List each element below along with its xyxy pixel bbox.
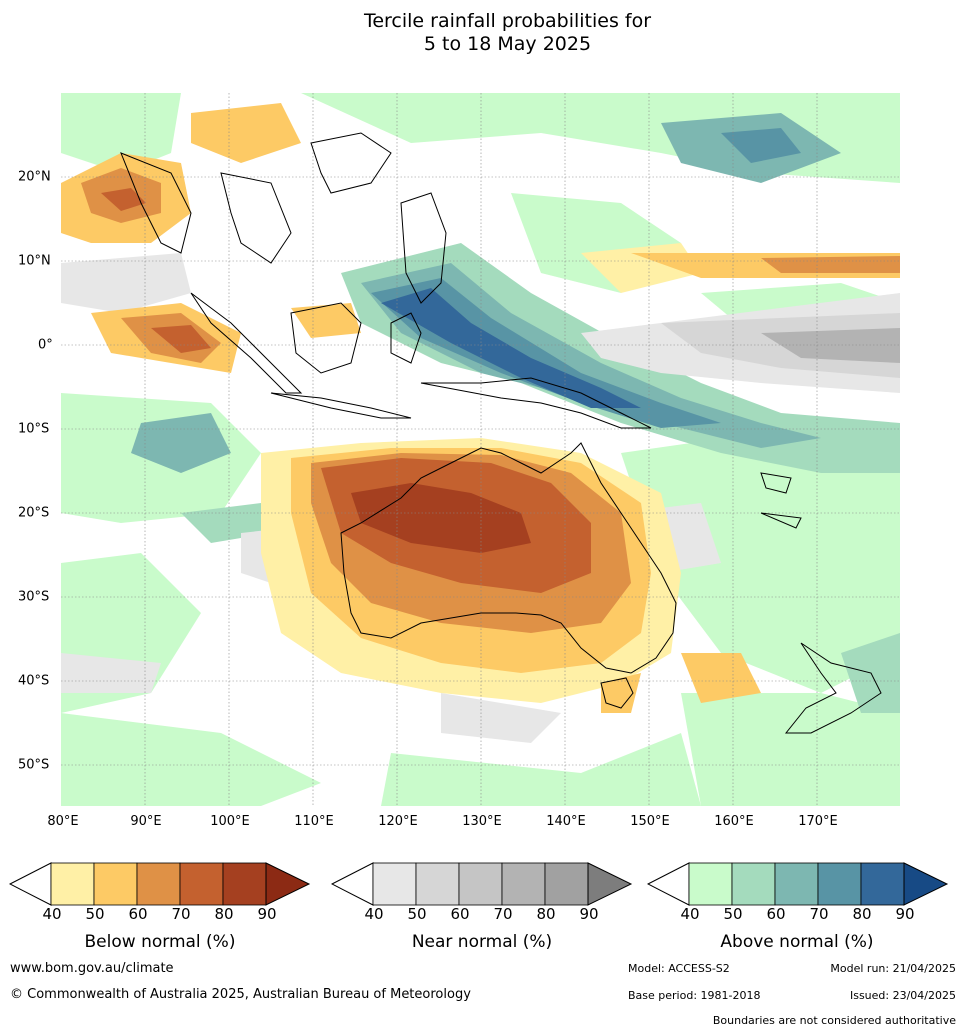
coastlines [120,132,882,734]
title-line-2: 5 to 18 May 2025 [423,33,592,55]
new-guinea-coastline [420,377,652,429]
sulawesi-coastline [390,312,422,364]
tasmania-coastline [600,677,634,709]
java-coastline [270,392,412,419]
indochina-coastline [220,172,292,264]
above-tick-60: 60 [766,905,786,923]
map-canvas [61,93,900,806]
below-tick-80: 80 [214,905,234,923]
lat-label-50S: 50°S [18,757,50,773]
lon-label-130E: 130°E [462,814,502,829]
lat-label-20S: 20°S [18,505,50,521]
china-coastline [310,132,392,194]
above-normal-40-patches [61,93,900,806]
near-tick-60: 60 [450,905,470,923]
lon-label-100E: 100°E [210,814,250,829]
above-tick-50: 50 [723,905,743,923]
copyright-text: © Commonwealth of Australia 2025, Austra… [10,987,471,1002]
above-normal-colorbar [647,862,949,906]
lon-label-90E: 90°E [130,814,162,829]
below-tick-50: 50 [85,905,105,923]
lon-label-120E: 120°E [378,814,418,829]
lat-label-10N: 10°N [18,253,51,269]
below-tick-60: 60 [128,905,148,923]
above-normal-legend-title: Above normal (%) [720,932,874,952]
model-name: Model: ACCESS-S2 [628,962,730,975]
borneo-coastline [290,302,362,374]
near-tick-80: 80 [536,905,556,923]
near-tick-70: 70 [493,905,513,923]
website-link[interactable]: www.bom.gov.au/climate [10,961,174,976]
new-zealand-coastline [784,642,882,734]
lon-label-80E: 80°E [47,814,79,829]
below-tick-90: 90 [257,905,277,923]
model-run-date: Model run: 21/04/2025 [830,962,956,975]
sumatra-coastline [190,292,303,394]
philippines-coastline [400,192,447,304]
lat-label-10S: 10°S [18,421,50,437]
above-tick-90: 90 [895,905,915,923]
below-tick-70: 70 [171,905,191,923]
india-coastline [120,152,192,254]
title-line-1: Tercile rainfall probabilities for [363,10,652,32]
near-tick-50: 50 [407,905,427,923]
lon-label-160E: 160°E [714,814,754,829]
map-title: Tercile rainfall probabilities for 5 to … [0,10,965,56]
lat-label-30S: 30°S [18,589,50,605]
lon-label-170E: 170°E [798,814,838,829]
near-tick-90: 90 [579,905,599,923]
below-tick-40: 40 [42,905,62,923]
near-tick-40: 40 [364,905,384,923]
lat-label-40S: 40°S [18,673,50,689]
boundaries-disclaimer: Boundaries are not considered authoritat… [712,1014,956,1027]
lon-label-150E: 150°E [630,814,670,829]
below-normal-other [61,103,900,713]
rainfall-probability-map [61,93,900,806]
above-tick-40: 40 [680,905,700,923]
below-normal-colorbar [9,862,311,906]
lon-label-140E: 140°E [546,814,586,829]
lat-label-20N: 20°N [18,169,51,185]
lat-label-0: 0° [38,337,53,353]
base-period: Base period: 1981-2018 [628,989,761,1002]
near-normal-colorbar [331,862,633,906]
below-normal-legend-title: Below normal (%) [84,932,236,952]
vanuatu-coastline [760,472,792,494]
lon-label-110E: 110°E [294,814,334,829]
near-normal-legend-title: Near normal (%) [411,932,553,952]
below-normal-australia [261,438,681,703]
above-tick-70: 70 [809,905,829,923]
australia-coastline [340,442,677,674]
new-caledonia-coastline [760,512,802,529]
issued-date: Issued: 23/04/2025 [849,989,956,1002]
above-tick-80: 80 [852,905,872,923]
